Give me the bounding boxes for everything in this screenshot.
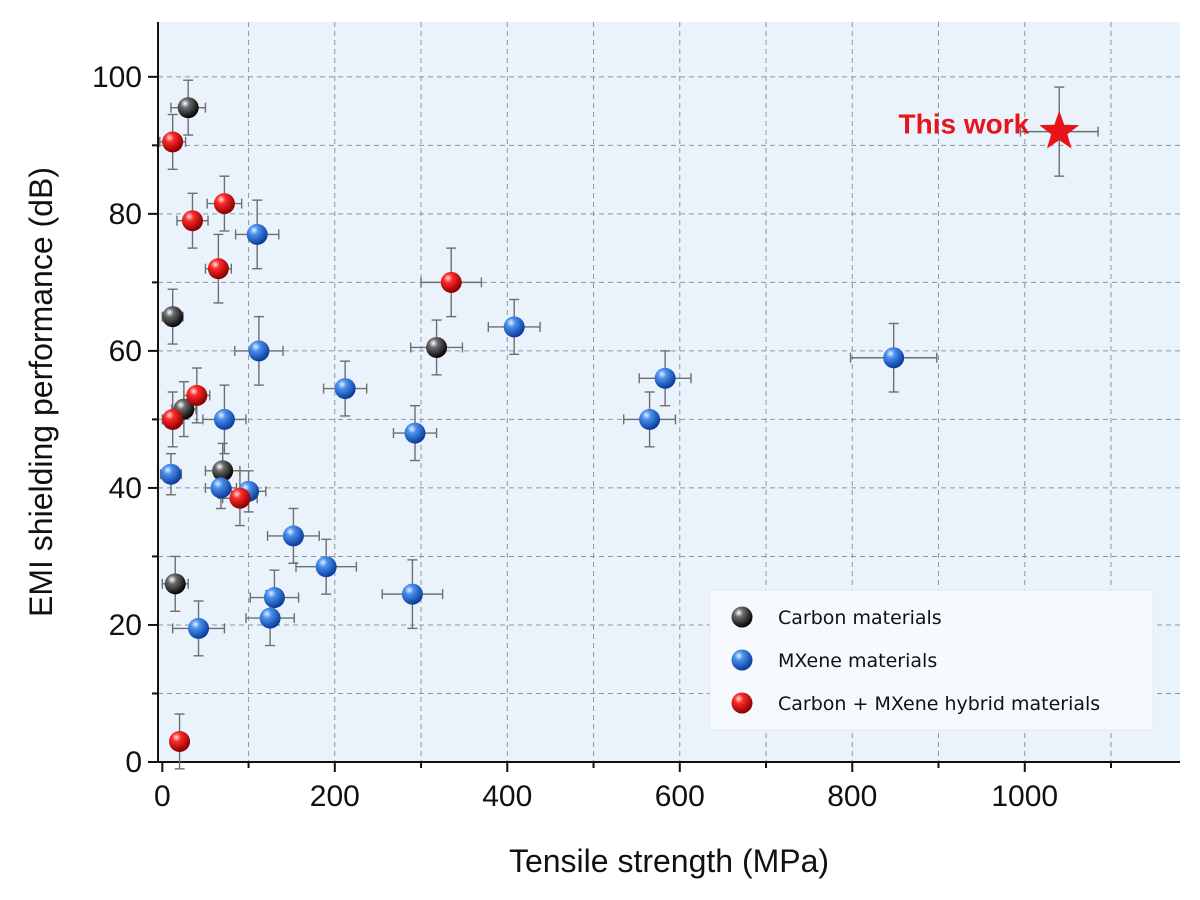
- y-axis-label: EMI shielding performance (dB): [23, 167, 59, 617]
- legend-marker-mxene: [731, 649, 753, 671]
- tick-marks: [148, 75, 1113, 772]
- x-tick-label: 1000: [991, 780, 1058, 813]
- point-mxene: [210, 477, 232, 499]
- point-hybrid: [213, 193, 235, 215]
- point-mxene: [263, 587, 285, 609]
- point-mxene: [213, 408, 235, 430]
- x-tick-label: 200: [310, 780, 360, 813]
- point-carbon: [426, 336, 448, 358]
- legend-marker-carbon: [731, 606, 753, 628]
- point-mxene: [160, 463, 182, 485]
- point-mxene: [259, 607, 281, 629]
- point-hybrid: [169, 730, 191, 752]
- data-points: [160, 97, 905, 752]
- y-tick-label: 80: [109, 198, 142, 231]
- point-hybrid: [207, 258, 229, 280]
- x-tick-label: 600: [655, 780, 705, 813]
- tick-labels: 0 200 400 600 800 1000 0 20 40 60 80 100: [92, 61, 1058, 813]
- this-work-label: This work: [899, 109, 1030, 140]
- point-mxene: [248, 340, 270, 362]
- y-tick-label: 0: [125, 746, 142, 779]
- point-mxene: [334, 378, 356, 400]
- point-carbon: [177, 97, 199, 119]
- point-carbon: [212, 460, 234, 482]
- y-tick-label: 60: [109, 335, 142, 368]
- point-mxene: [282, 525, 304, 547]
- y-tick-label: 40: [109, 472, 142, 505]
- y-tick-label: 100: [92, 61, 142, 94]
- point-carbon: [162, 306, 184, 328]
- legend-label-mxene: MXene materials: [778, 650, 937, 672]
- point-mxene: [188, 617, 210, 639]
- point-mxene: [315, 556, 337, 578]
- point-mxene: [883, 347, 905, 369]
- point-hybrid: [162, 131, 184, 153]
- point-mxene: [401, 583, 423, 605]
- x-tick-label: 800: [827, 780, 877, 813]
- point-mxene: [404, 422, 426, 444]
- this-work-highlight: This work: [899, 86, 1099, 177]
- legend-label-hybrid: Carbon + MXene hybrid materials: [778, 693, 1100, 715]
- point-mxene: [246, 223, 268, 245]
- this-work-star: [1039, 110, 1080, 149]
- x-axis-label: Tensile strength (MPa): [509, 843, 829, 879]
- point-hybrid: [440, 271, 462, 293]
- point-carbon: [164, 573, 186, 595]
- legend-label-carbon: Carbon materials: [778, 607, 942, 629]
- point-hybrid: [181, 210, 203, 232]
- point-mxene: [654, 367, 676, 389]
- legend-box: [709, 589, 1154, 731]
- legend: Carbon materials MXene materials Carbon + …: [709, 589, 1154, 731]
- y-tick-label: 20: [109, 609, 142, 642]
- point-mxene: [503, 316, 525, 338]
- point-hybrid: [229, 487, 251, 509]
- legend-marker-hybrid: [731, 692, 753, 714]
- x-tick-label: 0: [154, 780, 171, 813]
- x-tick-label: 400: [482, 780, 532, 813]
- point-mxene: [639, 408, 661, 430]
- point-hybrid: [186, 384, 208, 406]
- point-hybrid: [162, 408, 184, 430]
